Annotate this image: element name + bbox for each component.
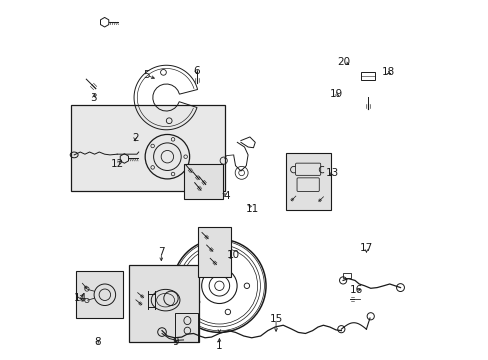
Text: 10: 10 [226,250,239,260]
Text: 13: 13 [325,168,338,178]
Bar [343,273,350,278]
Text: 15: 15 [269,314,282,324]
Text: 11: 11 [245,204,259,215]
Text: 6: 6 [192,66,199,76]
Text: 19: 19 [328,89,342,99]
Text: 17: 17 [359,243,372,253]
Text: 5: 5 [143,70,150,80]
Bar [285,153,330,211]
Text: 20: 20 [337,57,350,67]
Text: 16: 16 [349,285,362,296]
Text: 8: 8 [94,337,101,347]
Bar [70,105,224,191]
Bar [198,226,230,277]
Bar [184,163,223,199]
Text: 18: 18 [381,67,394,77]
Bar [76,271,122,318]
Bar [129,265,199,342]
Bar [174,314,198,342]
Text: 7: 7 [158,247,164,257]
Text: 4: 4 [223,191,229,201]
Text: 3: 3 [90,93,97,103]
Text: 2: 2 [132,133,138,143]
Text: 9: 9 [172,337,179,347]
Bar [360,72,375,80]
Text: 14: 14 [74,293,87,303]
Text: 12: 12 [110,159,123,169]
Text: 1: 1 [216,341,222,351]
